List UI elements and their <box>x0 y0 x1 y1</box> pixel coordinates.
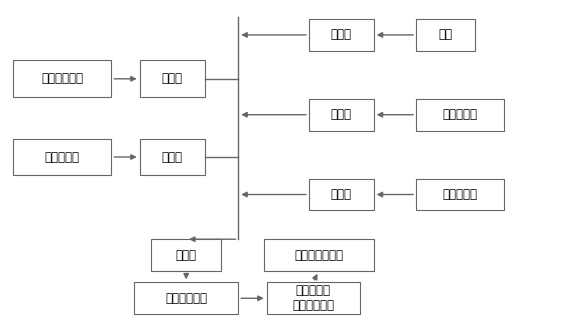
Text: 蹁动泵: 蹁动泵 <box>331 28 352 42</box>
FancyBboxPatch shape <box>309 99 374 131</box>
FancyBboxPatch shape <box>12 61 111 97</box>
Text: 显示、存储模块: 显示、存储模块 <box>294 249 343 262</box>
Text: 水样: 水样 <box>439 28 452 42</box>
Text: 蹁动泵: 蹁动泵 <box>331 108 352 121</box>
FancyBboxPatch shape <box>151 239 222 271</box>
Text: 微型计算机
数据处理系统: 微型计算机 数据处理系统 <box>292 284 334 312</box>
FancyBboxPatch shape <box>264 239 374 271</box>
FancyBboxPatch shape <box>416 19 475 51</box>
Text: 过氧化氢溶液: 过氧化氢溶液 <box>41 72 83 85</box>
Text: 碱性缓冲液: 碱性缓冲液 <box>442 188 477 201</box>
FancyBboxPatch shape <box>309 179 374 211</box>
Text: 蹁动泵: 蹁动泵 <box>331 188 352 201</box>
FancyBboxPatch shape <box>139 139 205 175</box>
Text: 蹁动泵: 蹁动泵 <box>162 72 183 85</box>
FancyBboxPatch shape <box>416 99 503 131</box>
FancyBboxPatch shape <box>12 139 111 175</box>
Text: 蹁动泵: 蹁动泵 <box>162 150 183 164</box>
FancyBboxPatch shape <box>139 61 205 97</box>
Text: 酸性缓冲液: 酸性缓冲液 <box>442 108 477 121</box>
Text: 光电探测装置: 光电探测装置 <box>165 292 207 305</box>
FancyBboxPatch shape <box>266 282 359 314</box>
FancyBboxPatch shape <box>416 179 503 211</box>
Text: 鲁米诺溶液: 鲁米诺溶液 <box>45 150 79 164</box>
FancyBboxPatch shape <box>309 19 374 51</box>
Text: 检测室: 检测室 <box>176 249 197 262</box>
FancyBboxPatch shape <box>134 282 238 314</box>
